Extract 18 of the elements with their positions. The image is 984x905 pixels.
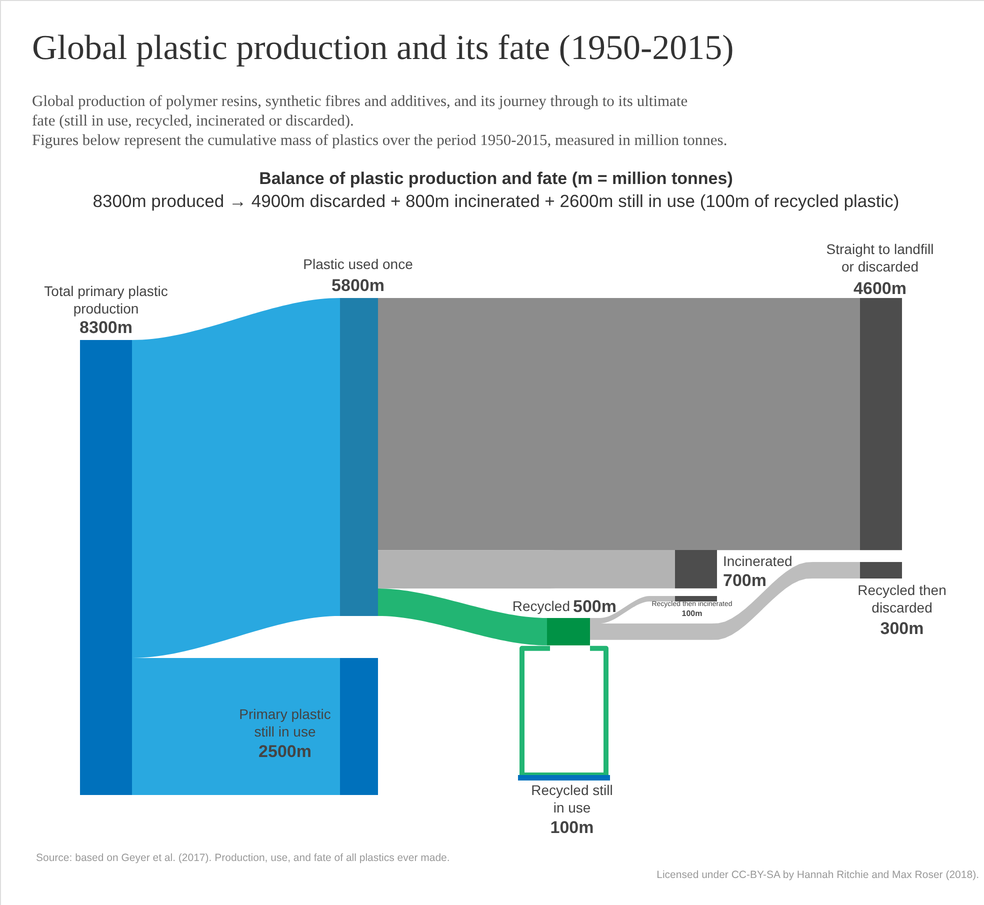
category-label: Recycled still in use	[531, 782, 613, 816]
data-label: 300m	[880, 619, 924, 638]
text: Balance of plastic production and fate (m = million tonnes)	[259, 169, 733, 188]
category-label: Plastic used once	[303, 256, 414, 272]
data-label: 5800m	[332, 276, 384, 295]
category-label: Primary plastic still in use	[239, 706, 331, 740]
data-label: 4600m	[854, 279, 906, 298]
text: Global production of polymer resins, synthetic fibres and additives, and its journey through to its ultimate fate (still in use, recycled, incinerated or discarded). Figures below represent the cumulative mass of plastics over the period 1950-2015, measured in million tonnes.	[32, 93, 728, 149]
category-label: Straight to landfill or discarded	[826, 241, 934, 274]
data-label: 100m	[550, 818, 594, 837]
text: Licensed under CC-BY-SA by Hannah Ritchie and Max Roser (2018).	[656, 869, 979, 881]
data-label: 2500m	[258, 742, 312, 761]
text: 8300m produced → 4900m discarded + 800m incinerated + 2600m still in use (100m of recycled plastic)	[92, 191, 900, 211]
category-label: Total primary plastic production	[44, 283, 168, 316]
source-note: Source: based on Geyer et al. (2017). Production, use, and fate of all plastics ever made.	[36, 852, 450, 864]
data-label: 8300m	[80, 318, 132, 337]
text: Global plastic production and its fate (1950-2015)	[32, 28, 734, 67]
category-label: Recycled then discarded	[858, 582, 946, 616]
